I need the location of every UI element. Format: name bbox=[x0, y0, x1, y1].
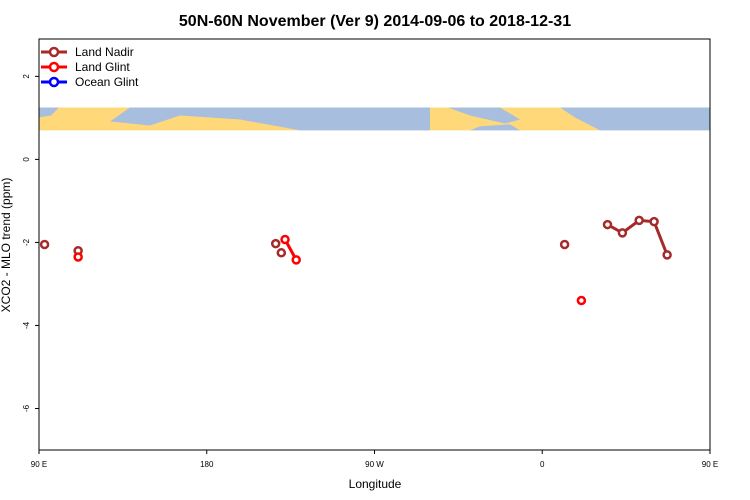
data-point bbox=[39, 239, 50, 250]
x-axis-label: Longitude bbox=[349, 477, 402, 491]
data-point bbox=[634, 215, 644, 226]
data-point bbox=[73, 252, 83, 262]
data-point bbox=[559, 239, 570, 250]
plot-frame bbox=[38, 38, 711, 451]
legend-marker bbox=[48, 46, 60, 58]
y-tick-label: 0 bbox=[22, 157, 31, 162]
x-tick-label: 0 bbox=[540, 460, 545, 469]
x-tick-label: 90 E bbox=[31, 460, 47, 469]
data-point bbox=[280, 234, 290, 245]
ocean-west-edge bbox=[39, 107, 59, 118]
data-point bbox=[662, 250, 672, 260]
data-point bbox=[649, 216, 659, 227]
legend-entry: Land Nadir bbox=[75, 45, 134, 59]
data-point bbox=[617, 228, 628, 238]
legend-entry: Ocean Glint bbox=[75, 75, 139, 89]
legend-marker bbox=[48, 61, 60, 73]
data-point bbox=[602, 219, 613, 230]
data-series bbox=[39, 215, 672, 306]
y-tick-label: -6 bbox=[22, 404, 31, 412]
y-axis-label: XCO2 - MLO trend (ppm) bbox=[0, 178, 13, 313]
legend-marker bbox=[48, 76, 60, 88]
y-tick-label: -4 bbox=[22, 321, 31, 329]
y-tick-label: 2 bbox=[22, 74, 31, 79]
ocean-east-inlet bbox=[660, 107, 690, 122]
ocean-atlantic-south bbox=[470, 124, 520, 131]
data-point bbox=[291, 255, 301, 265]
x-tick-label: 180 bbox=[200, 460, 214, 469]
data-point bbox=[276, 248, 287, 258]
x-tick-label: 90 W bbox=[365, 460, 384, 469]
legend-entry: Land Glint bbox=[75, 60, 130, 74]
world-map-strip bbox=[39, 107, 710, 131]
y-tick-label: -2 bbox=[22, 238, 31, 246]
ocean-atlantic-north bbox=[448, 107, 520, 124]
axis-ticks: 90 E 180 90 W 0 90 E 2 0 -2 -4 -6 bbox=[22, 74, 718, 469]
ocean-pacific bbox=[110, 107, 430, 131]
data-point bbox=[576, 295, 587, 306]
x-tick-label: 90 E bbox=[702, 460, 718, 469]
data-point bbox=[270, 238, 281, 249]
chart-title: 50N-60N November (Ver 9) 2014-09-06 to 2… bbox=[179, 13, 571, 30]
